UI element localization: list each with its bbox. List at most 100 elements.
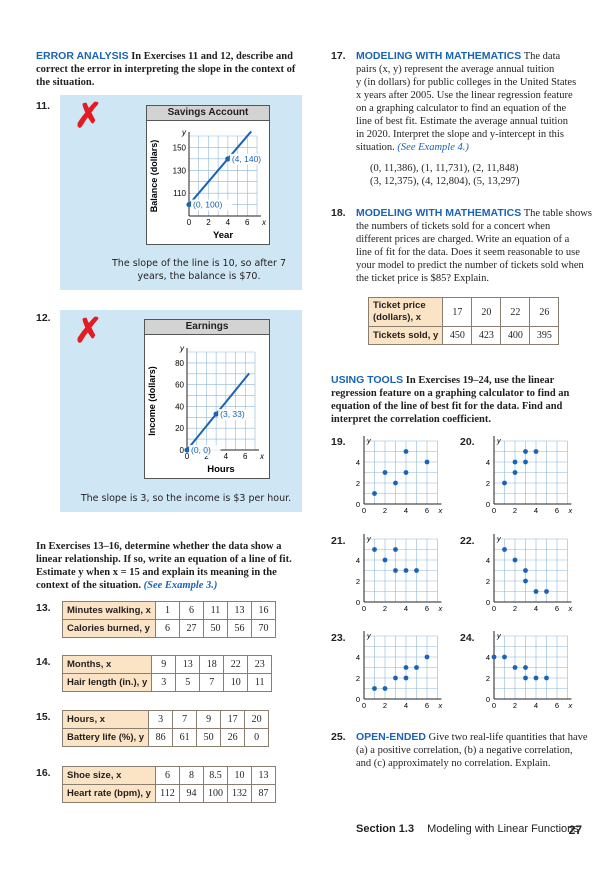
- x-tick-label: 6: [555, 506, 559, 515]
- data-point: [403, 449, 409, 454]
- data-point: [403, 675, 409, 681]
- exercise-number: 25.: [331, 731, 346, 743]
- x-axis-letter: x: [438, 506, 443, 515]
- data-point: [382, 557, 388, 563]
- exercise-number: 11.: [36, 100, 51, 112]
- graph-caption: The slope of the line is 10, so after 7 …: [112, 258, 286, 282]
- data-point: [523, 675, 528, 681]
- exercise-18-text: MODELING WITH MATHEMATICS The table show…: [356, 207, 606, 285]
- exercise-number: 22.: [460, 535, 475, 547]
- data-point: [491, 654, 497, 660]
- data-point: [393, 675, 398, 681]
- intro-text: In Exercises 13–16, determine whether th…: [36, 541, 292, 591]
- data-point: [414, 568, 419, 573]
- y-tick-label: 0: [486, 500, 490, 509]
- table-cell: 0: [244, 728, 270, 747]
- x-tick-label: 4: [534, 701, 538, 710]
- text-line: The data: [523, 51, 561, 62]
- data-point: [533, 675, 539, 681]
- text-line: pairs (x, y) represent the average annua…: [356, 64, 555, 75]
- text-line: regression feature on a graphing calcula…: [331, 388, 570, 399]
- exercise-number: 16.: [36, 767, 51, 779]
- table-y-label: Battery life (%), y: [61, 728, 150, 747]
- error-analysis-intro: ERROR ANALYSIS In Exercises 11 and 12, d…: [36, 50, 304, 89]
- x-tick-label: 0: [185, 452, 190, 461]
- point-label: (0, 100): [193, 200, 222, 210]
- text-line: the ticket price is $85? Explain.: [356, 273, 489, 284]
- text-line: line of best fit. Estimate the average a…: [356, 116, 568, 127]
- data-point: [184, 447, 190, 453]
- point-label-bg: [218, 409, 255, 421]
- footer-section: Section 1.3: [356, 823, 415, 835]
- y-axis-label: Income (dollars): [147, 366, 157, 436]
- data-point: [502, 480, 507, 486]
- data-point: [512, 459, 518, 465]
- point-label: (3, 33): [220, 409, 245, 419]
- data-point: [502, 654, 507, 660]
- data-point: [512, 557, 518, 563]
- y-tick-label: 4: [356, 556, 360, 565]
- table-cell: 23: [247, 655, 273, 674]
- page-footer: Section 1.3 Modeling with Linear Functio…: [356, 823, 582, 837]
- data-point: [414, 665, 419, 670]
- table-cell: 112: [154, 784, 180, 803]
- text-line: Give two real-life quantities that have: [428, 732, 588, 743]
- data-point: [523, 449, 528, 454]
- x-axis-letter: x: [568, 701, 573, 710]
- y-tick-label: 0: [356, 695, 360, 704]
- data-pairs: (3, 12,375), (4, 12,804), (5, 13,297): [370, 176, 520, 187]
- exercise-17-text: MODELING WITH MATHEMATICS The data pairs…: [356, 50, 606, 188]
- modeling-heading: MODELING WITH MATHEMATICS: [356, 207, 522, 219]
- data-point: [512, 470, 518, 475]
- table-cell: 6: [154, 619, 180, 638]
- y-tick-label: 2: [486, 674, 490, 683]
- table-cell: 61: [172, 728, 198, 747]
- y-tick-label: 0: [180, 446, 185, 455]
- y-tick-label: 150: [173, 143, 187, 152]
- x-tick-label: 2: [513, 604, 517, 613]
- table-cell: 3: [148, 710, 174, 729]
- x-tick-label: 6: [425, 506, 429, 515]
- using-tools-heading: USING TOOLS: [331, 374, 404, 386]
- table-cell: 27: [178, 619, 204, 638]
- point-label: (0, 0): [191, 445, 211, 455]
- x-tick-label: 6: [243, 452, 248, 461]
- table-x-label: Shoe size, x: [62, 766, 156, 785]
- data-point: [533, 449, 539, 454]
- x-axis-letter: x: [259, 452, 265, 461]
- exercise-25-text: OPEN-ENDED Give two real-life quantities…: [356, 731, 606, 770]
- table-cell: 13: [175, 655, 201, 674]
- data-point: [533, 589, 539, 594]
- table-cell: 400: [500, 326, 531, 345]
- x-axis-letter: x: [568, 604, 573, 613]
- data-point: [372, 491, 377, 496]
- text-line: different prices are charged. Write an e…: [356, 234, 570, 245]
- data-point: [424, 654, 430, 660]
- y-axis-letter: y: [496, 631, 502, 640]
- y-tick-label: 110: [173, 189, 186, 198]
- x-tick-label: 2: [383, 506, 387, 515]
- scatter-plot-20: 0 2 4 6 x 2 4 0 y: [486, 436, 573, 515]
- x-tick-label: 0: [492, 604, 496, 613]
- data-point: [393, 547, 398, 552]
- x-tick-label: 0: [492, 506, 496, 515]
- y-tick-label: 0: [356, 598, 360, 607]
- text-line: in 2020. Interpret the slope and y-inter…: [356, 129, 564, 140]
- data-point: [523, 568, 528, 573]
- x-tick-label: 6: [555, 701, 559, 710]
- table-cell: 50: [196, 728, 222, 747]
- exercise-number: 20.: [460, 436, 475, 448]
- scatter-plot-22: 0 2 4 6 x 2 4 0 y: [486, 534, 573, 613]
- table-cell: 5: [175, 673, 201, 692]
- data-point: [523, 459, 528, 465]
- x-axis-letter: x: [568, 506, 573, 515]
- error-analysis-heading: ERROR ANALYSIS: [36, 50, 129, 62]
- data-point: [225, 156, 231, 162]
- data-pairs: (0, 11,386), (1, 11,731), (2, 11,848): [370, 163, 519, 174]
- savings-graph-plot: 0 2 4 6 x y 110 130 150 (0, 100) (4, 140) Year Balan…: [149, 128, 269, 241]
- x-tick-label: 4: [226, 218, 231, 227]
- table-cell: 20: [471, 297, 502, 327]
- x-tick-label: 2: [513, 506, 517, 515]
- table-cell: 7: [199, 673, 225, 692]
- y-tick-label: 2: [486, 577, 490, 586]
